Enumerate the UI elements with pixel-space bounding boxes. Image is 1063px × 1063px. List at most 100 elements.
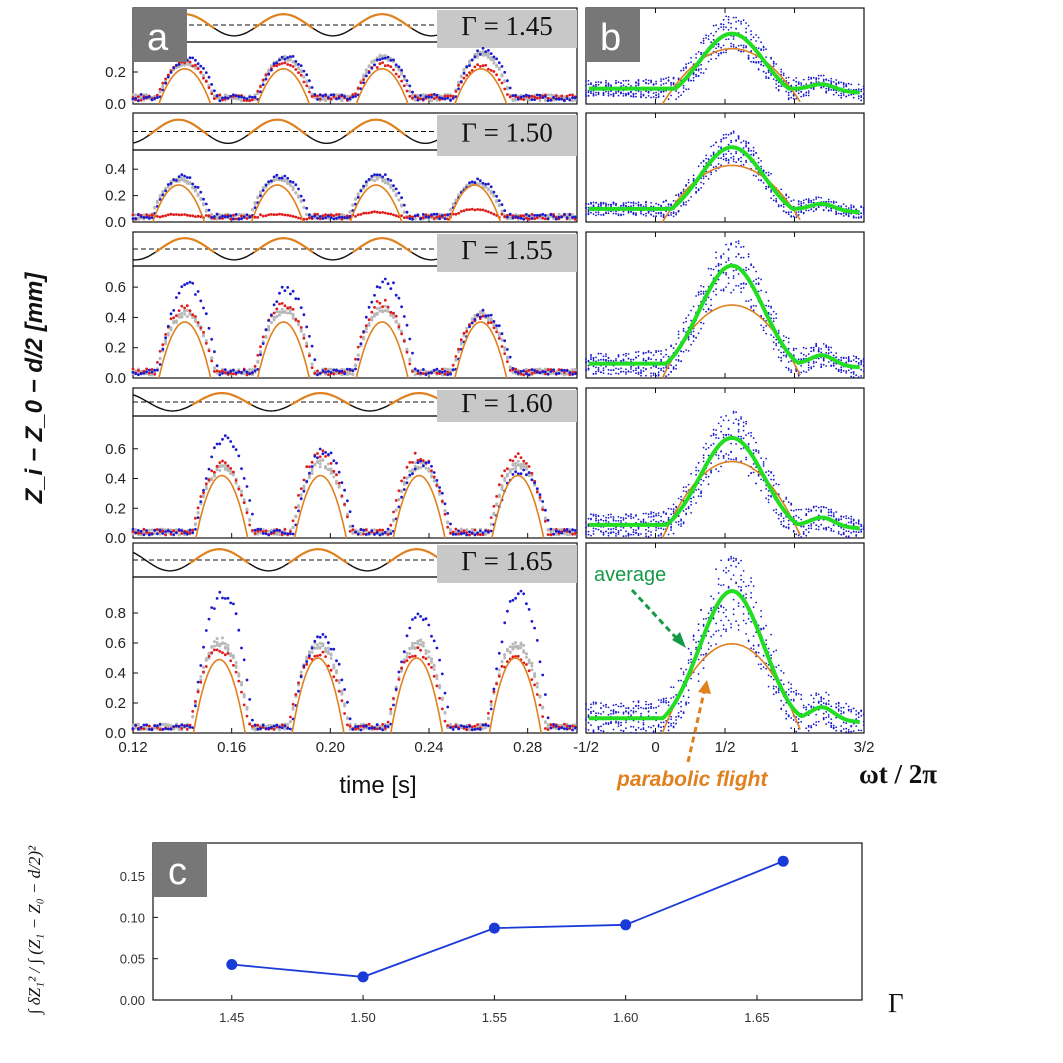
data-point — [585, 213, 587, 216]
data-point — [221, 651, 224, 655]
data-point — [245, 485, 249, 488]
data-point — [194, 63, 197, 67]
data-point — [332, 675, 336, 679]
data-point — [478, 65, 482, 68]
data-point — [229, 217, 233, 221]
data-point — [310, 366, 314, 369]
data-point — [506, 360, 509, 363]
data-point — [408, 217, 412, 221]
data-point — [692, 79, 695, 82]
data-point — [234, 217, 238, 221]
data-point — [438, 96, 441, 99]
data-point — [717, 43, 720, 45]
data-point — [519, 589, 523, 593]
data-point — [822, 74, 825, 77]
data-point — [278, 62, 281, 66]
data-point — [737, 19, 740, 22]
data-point — [264, 727, 268, 731]
data-point — [565, 533, 569, 537]
data-point — [650, 96, 652, 99]
data-point — [324, 635, 327, 639]
data-point — [307, 85, 311, 89]
data-point — [717, 52, 720, 55]
data-point — [533, 98, 536, 101]
data-point — [500, 203, 504, 207]
data-point — [389, 179, 393, 182]
data-point — [245, 511, 249, 515]
data-point — [318, 635, 322, 639]
data-point — [427, 662, 431, 666]
data-point — [505, 356, 509, 360]
data-point — [411, 96, 414, 100]
data-point — [462, 725, 466, 728]
data-point — [457, 532, 460, 536]
data-point — [313, 639, 317, 643]
data-point — [299, 670, 303, 674]
data-point — [538, 694, 542, 698]
data-point — [411, 646, 414, 650]
data-point — [554, 372, 558, 376]
data-point — [383, 724, 387, 728]
data-point — [381, 723, 384, 726]
data-point — [264, 214, 268, 218]
data-point — [516, 452, 520, 455]
data-point — [275, 173, 279, 177]
data-point — [253, 532, 257, 535]
data-point — [394, 72, 398, 76]
data-point — [318, 371, 322, 375]
data-point — [470, 207, 474, 211]
data-point — [459, 341, 463, 345]
data-point — [449, 94, 452, 98]
data-point — [680, 94, 682, 97]
data-point — [280, 213, 284, 216]
data-point — [411, 655, 414, 658]
data-point — [289, 292, 292, 296]
data-point — [541, 500, 545, 503]
data-point — [440, 707, 444, 711]
data-point — [413, 464, 417, 468]
data-point — [351, 203, 355, 207]
data-point — [565, 94, 569, 98]
data-point — [524, 655, 528, 659]
data-point — [585, 202, 587, 205]
data-point — [486, 717, 490, 720]
data-point — [253, 95, 257, 99]
data-point — [378, 286, 382, 289]
data-point — [362, 528, 365, 532]
data-point — [446, 724, 450, 727]
data-point — [134, 726, 138, 730]
data-point — [571, 96, 574, 100]
data-point — [261, 532, 265, 535]
data-point — [795, 80, 798, 83]
data-point — [316, 369, 319, 373]
data-point — [419, 217, 422, 221]
data-point — [585, 89, 587, 91]
panel-a-row-5: Γ = 1.650.00.20.40.60.8 — [105, 542, 578, 742]
data-point — [389, 287, 393, 290]
data-point — [286, 176, 290, 180]
data-point — [229, 467, 233, 470]
data-point — [191, 64, 195, 68]
y-tick-label: 0.2 — [105, 340, 126, 357]
data-point — [253, 728, 257, 732]
data-point — [321, 452, 325, 456]
data-point — [362, 330, 365, 333]
data-point — [413, 95, 417, 99]
data-point — [470, 527, 474, 531]
data-point — [543, 516, 547, 520]
data-point — [364, 74, 368, 78]
x-tick-label: 0.28 — [513, 739, 542, 756]
data-point — [332, 372, 336, 376]
data-point — [213, 350, 216, 354]
data-point — [557, 215, 561, 219]
data-point — [343, 712, 346, 715]
data-point — [389, 311, 393, 314]
data-point — [286, 311, 290, 315]
data-point — [318, 641, 322, 645]
data-point — [164, 530, 168, 533]
data-point — [286, 532, 290, 535]
data-point — [511, 94, 515, 97]
data-point — [174, 319, 178, 323]
data-point — [375, 727, 379, 731]
data-point — [308, 216, 311, 220]
